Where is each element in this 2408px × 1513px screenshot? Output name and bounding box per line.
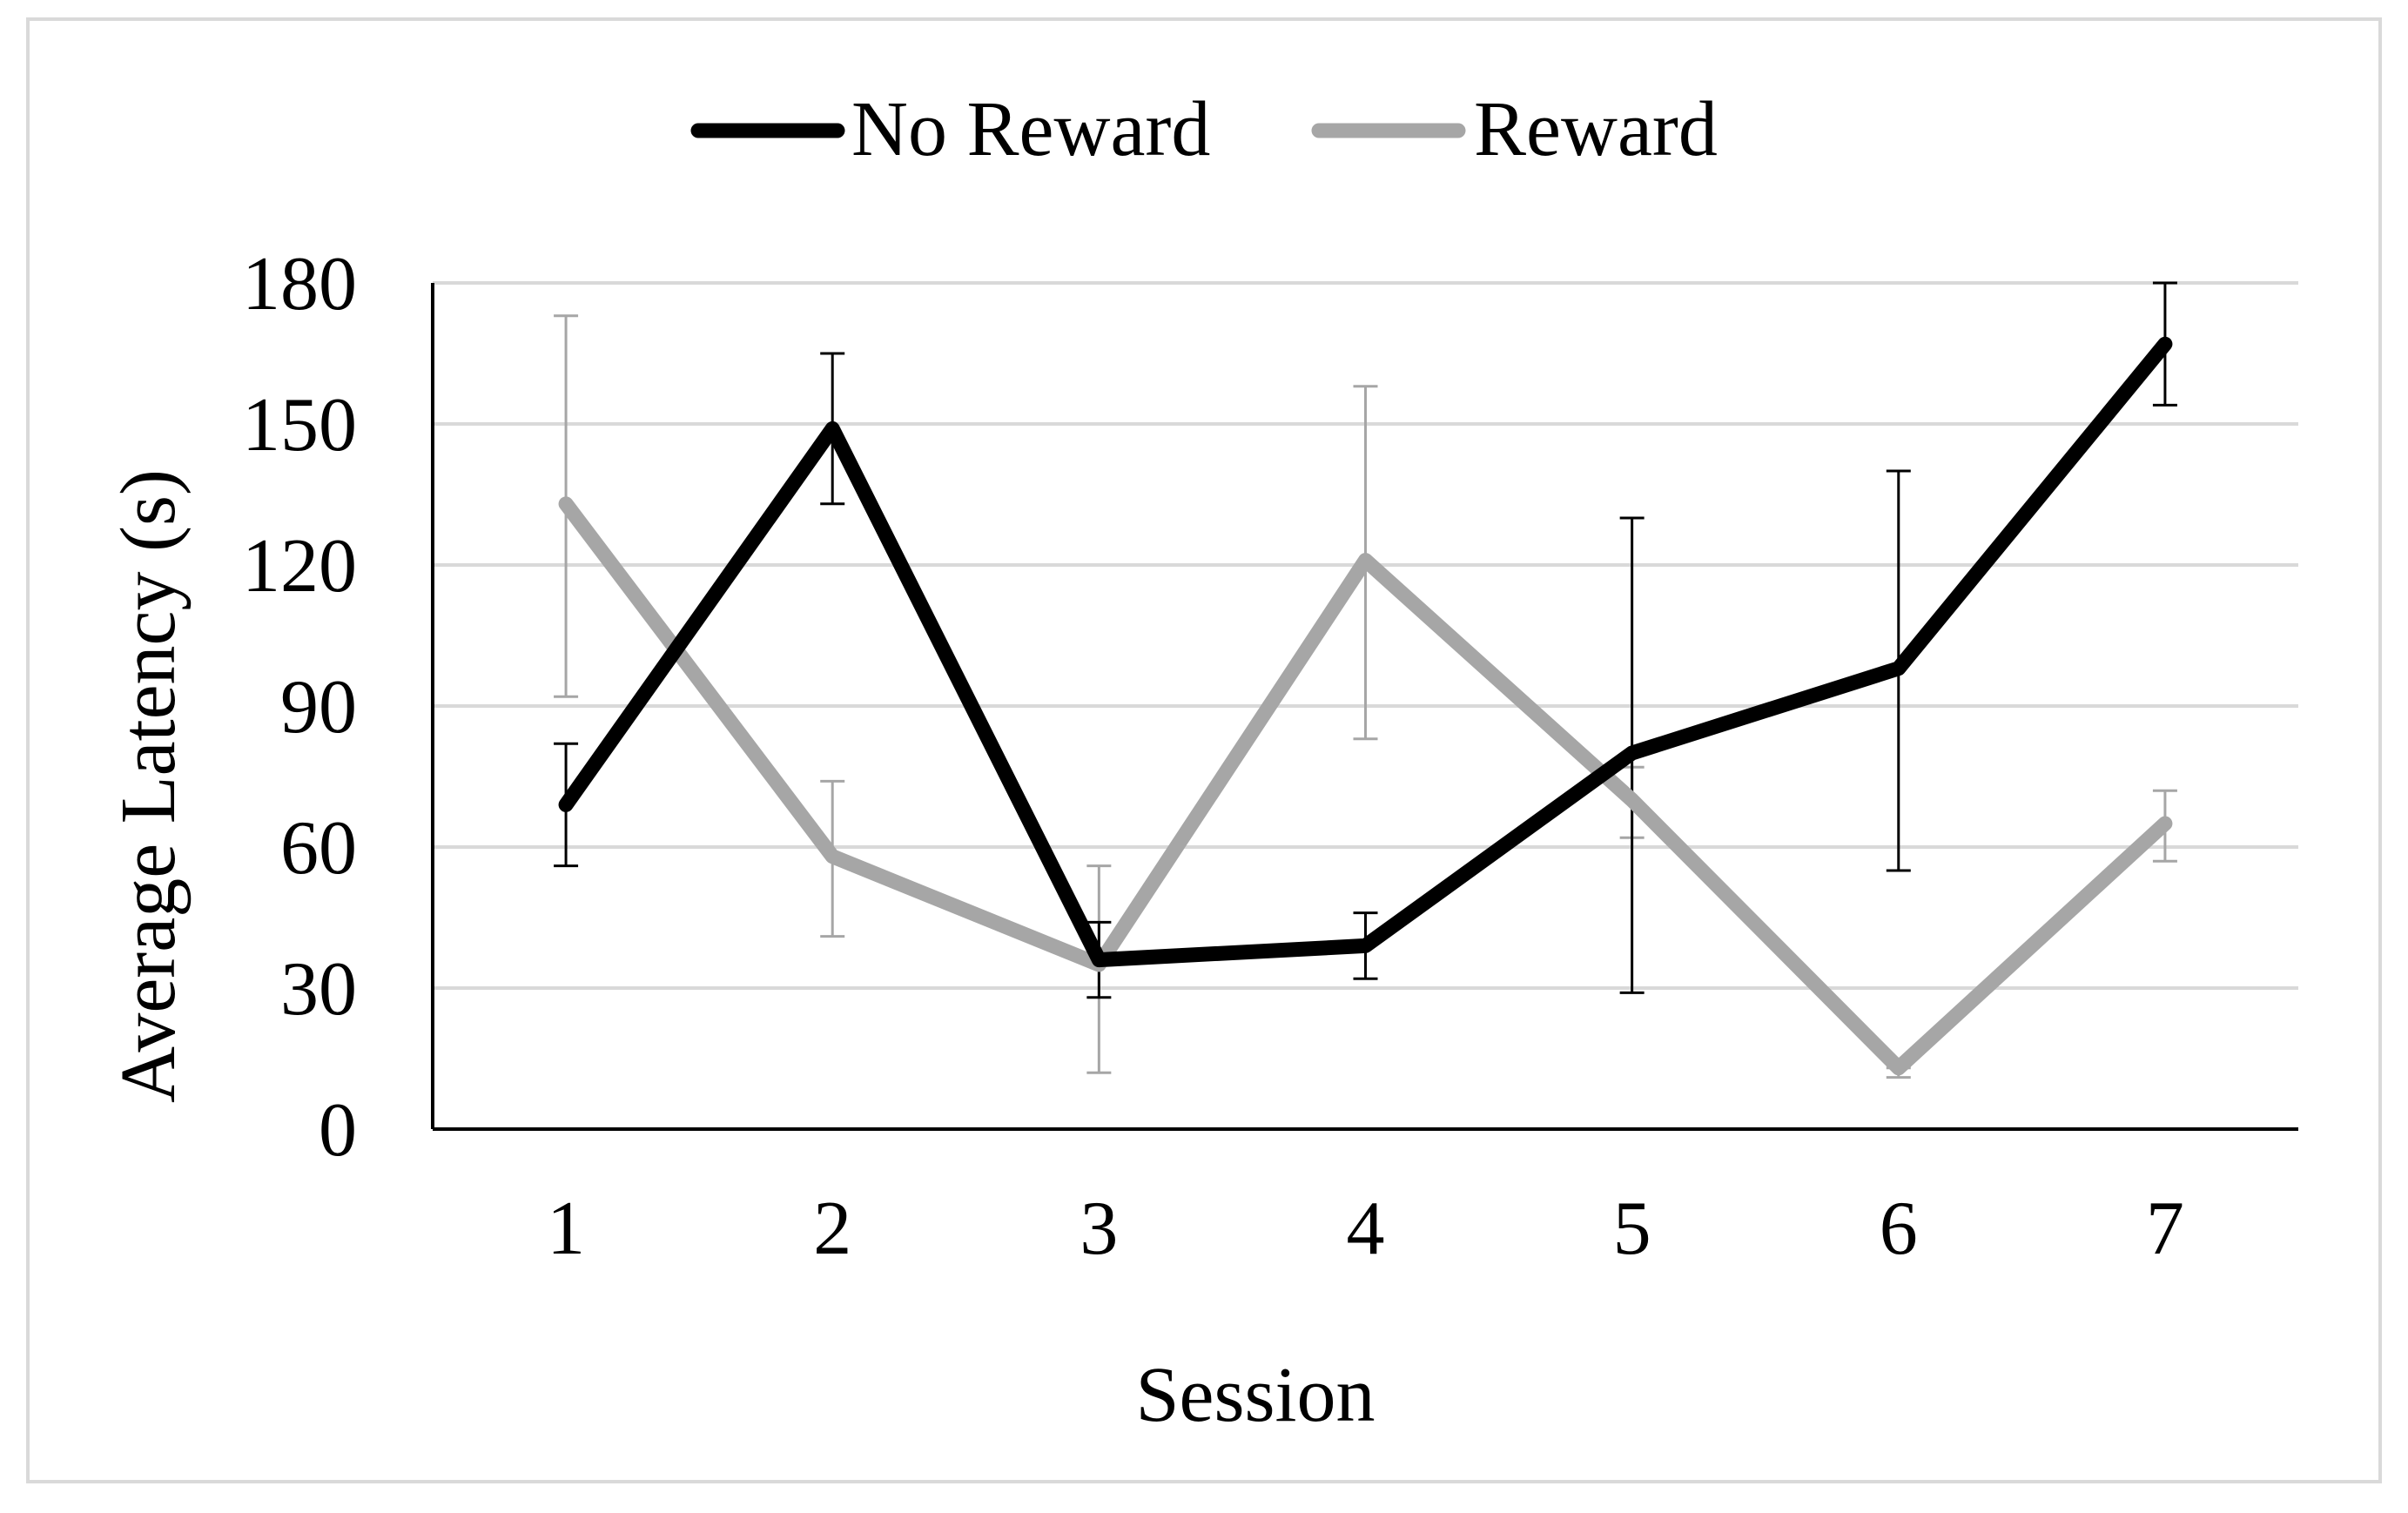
y-tick-label: 120 <box>242 524 357 609</box>
x-tick-labels: 1 2 3 4 5 6 7 <box>547 1187 2184 1271</box>
y-tick-label: 0 <box>319 1088 357 1173</box>
y-tick-label: 150 <box>242 383 357 467</box>
y-tick-labels: 0 30 60 90 120 150 180 <box>242 242 357 1173</box>
y-tick-label: 30 <box>280 947 357 1032</box>
x-tick-label: 1 <box>547 1187 585 1271</box>
y-axis-label: Average Latency (s) <box>105 469 192 1103</box>
axes <box>431 283 2298 1131</box>
legend-label-reward: Reward <box>1474 86 1718 172</box>
y-tick-label: 90 <box>280 665 357 750</box>
x-tick-label: 2 <box>813 1187 851 1271</box>
x-tick-label: 3 <box>1080 1187 1118 1271</box>
legend-label-no-reward: No Reward <box>851 86 1210 172</box>
series-line-no-reward <box>558 336 2173 968</box>
x-tick-label: 5 <box>1613 1187 1651 1271</box>
series-line-reward <box>558 496 2173 1076</box>
legend: No Reward Reward <box>690 86 1718 172</box>
x-tick-label: 6 <box>1880 1187 1918 1271</box>
x-tick-label: 4 <box>1347 1187 1385 1271</box>
series-lines <box>558 336 2173 1076</box>
y-tick-label: 180 <box>242 242 357 326</box>
x-tick-label: 7 <box>2146 1187 2184 1271</box>
y-tick-label: 60 <box>280 806 357 891</box>
chart-border <box>26 17 2382 1483</box>
x-axis-label: Session <box>1135 1352 1375 1438</box>
